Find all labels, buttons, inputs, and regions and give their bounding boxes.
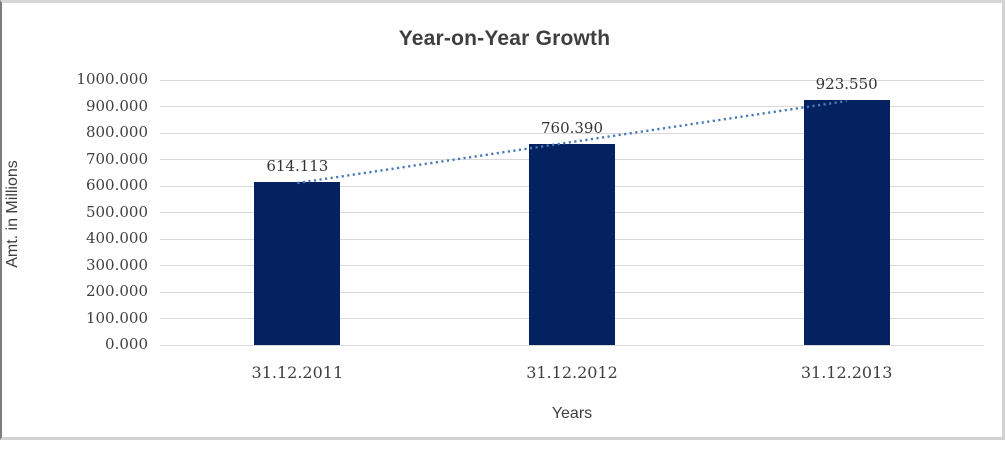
x-axis-title: Years [551,405,593,422]
y-tick-label: 800.000 [85,123,148,141]
y-tick-label: 100.000 [85,308,148,327]
chart-frame: Year-on-Year Growth Amt. in Millions 614… [0,0,1005,440]
y-gridline [160,79,984,81]
y-tick-label: 600.000 [85,176,148,194]
y-tick-label: 200.000 [85,282,148,300]
y-tick-label: 1000.000 [76,70,148,88]
x-tick-label: 31.12.2012 [526,363,618,382]
bar-value-label: 614.113 [266,157,329,176]
bar-value-label: 760.390 [540,118,604,137]
y-tick-label: 0.000 [105,335,148,353]
x-tick-label: 31.12.2011 [251,363,344,382]
y-tick-label: 500.000 [85,202,148,221]
chart-title: Year-on-Year Growth [398,27,611,50]
y-gridline [160,132,984,134]
x-tick-label: 31.12.2013 [800,363,893,382]
y-tick-label: 900.000 [85,96,148,115]
bar-value-label: 923.550 [815,75,878,94]
y-gridline [160,106,984,107]
y-axis-title: Amt. in Millions [4,160,21,268]
bar-31.12.2011 [254,182,341,345]
y-gridline [160,344,984,346]
trendline [297,99,847,185]
y-tick-label: 400.000 [85,229,148,247]
y-tick-label: 700.000 [85,149,148,168]
bar-31.12.2012 [529,143,615,345]
plot-area: 614.113 760.390 923.550 [160,75,984,346]
y-tick-label: 300.000 [85,255,148,274]
bar-31.12.2013 [803,100,890,345]
